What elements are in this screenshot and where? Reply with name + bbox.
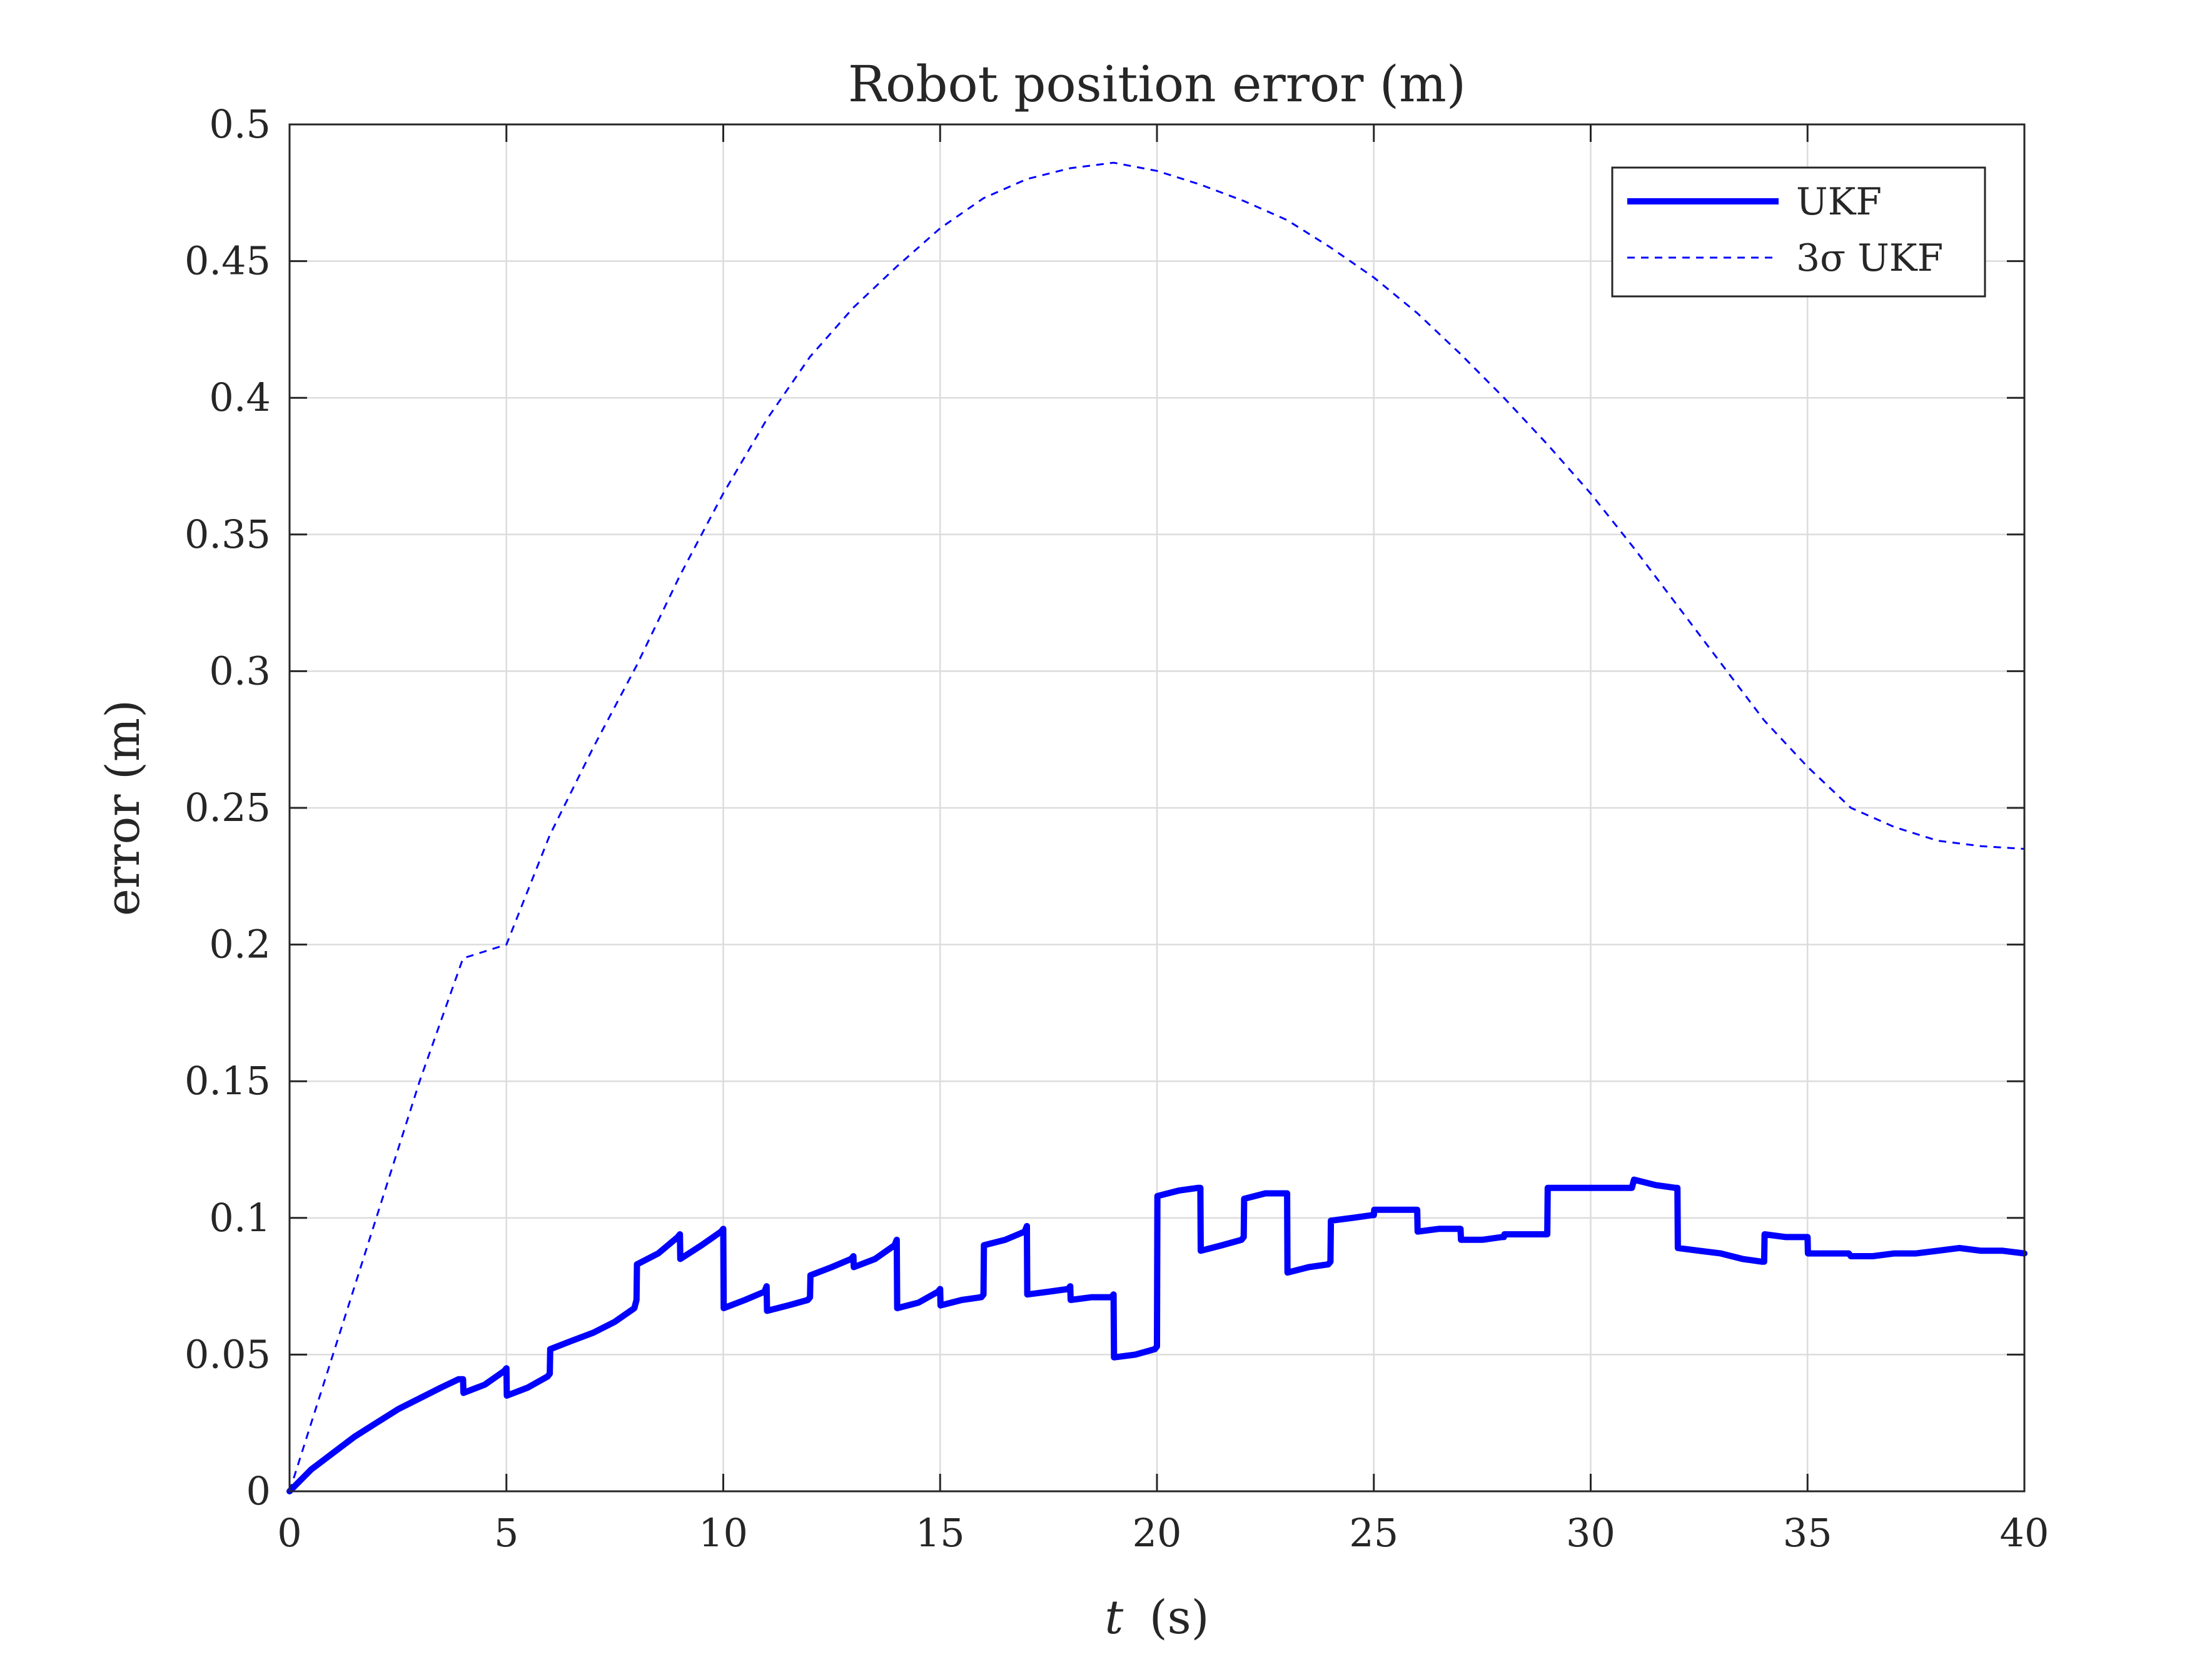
x-tick-label-8: 40 <box>2000 1510 2049 1556</box>
y-tick-label-7: 0.35 <box>184 511 271 557</box>
y-tick-label-1: 0.05 <box>184 1331 271 1377</box>
x-tick-label-3: 15 <box>916 1510 965 1556</box>
x-axis-title: t (s) <box>1105 1591 1210 1644</box>
x-tick-label-6: 30 <box>1566 1510 1615 1556</box>
x-tick-label-7: 35 <box>1783 1510 1832 1556</box>
x-axis-unit: (s) <box>1149 1591 1210 1644</box>
ticks-layer: 0 5 10 15 20 25 30 35 40 0 0.05 0.1 0.15 0.2 0.25 0.3 0.… <box>184 101 2049 1556</box>
x-tick-label-2: 10 <box>699 1510 748 1556</box>
x-tick-label-5: 25 <box>1349 1510 1398 1556</box>
x-tick-label-4: 20 <box>1133 1510 1182 1556</box>
y-tick-label-10: 0.5 <box>209 101 271 147</box>
chart-title: Robot position error (m) <box>848 55 1466 113</box>
legend-box <box>1611 166 1986 298</box>
legend: UKF 3σ UKF <box>1611 166 1986 298</box>
y-tick-label-8: 0.4 <box>209 375 271 420</box>
x-axis-variable: t <box>1105 1591 1124 1644</box>
y-tick-label-2: 0.1 <box>209 1195 271 1241</box>
series-line-ukf <box>286 1176 2028 1494</box>
series-layer <box>286 161 2028 1494</box>
y-axis-title: error (m) <box>96 700 150 916</box>
legend-label-3sigma-ukf: 3σ UKF <box>1796 236 1943 280</box>
legend-label-ukf: UKF <box>1796 180 1882 224</box>
y-tick-label-0: 0 <box>246 1468 271 1514</box>
y-tick-label-5: 0.25 <box>184 785 271 830</box>
y-tick-label-6: 0.3 <box>209 648 271 693</box>
x-tick-label-0: 0 <box>277 1510 301 1556</box>
series-line-3sigma-ukf <box>288 161 2025 1492</box>
y-tick-label-9: 0.45 <box>184 238 271 284</box>
y-tick-label-3: 0.15 <box>184 1058 271 1104</box>
y-tick-label-4: 0.2 <box>209 922 271 967</box>
x-tick-label-1: 5 <box>494 1510 518 1556</box>
